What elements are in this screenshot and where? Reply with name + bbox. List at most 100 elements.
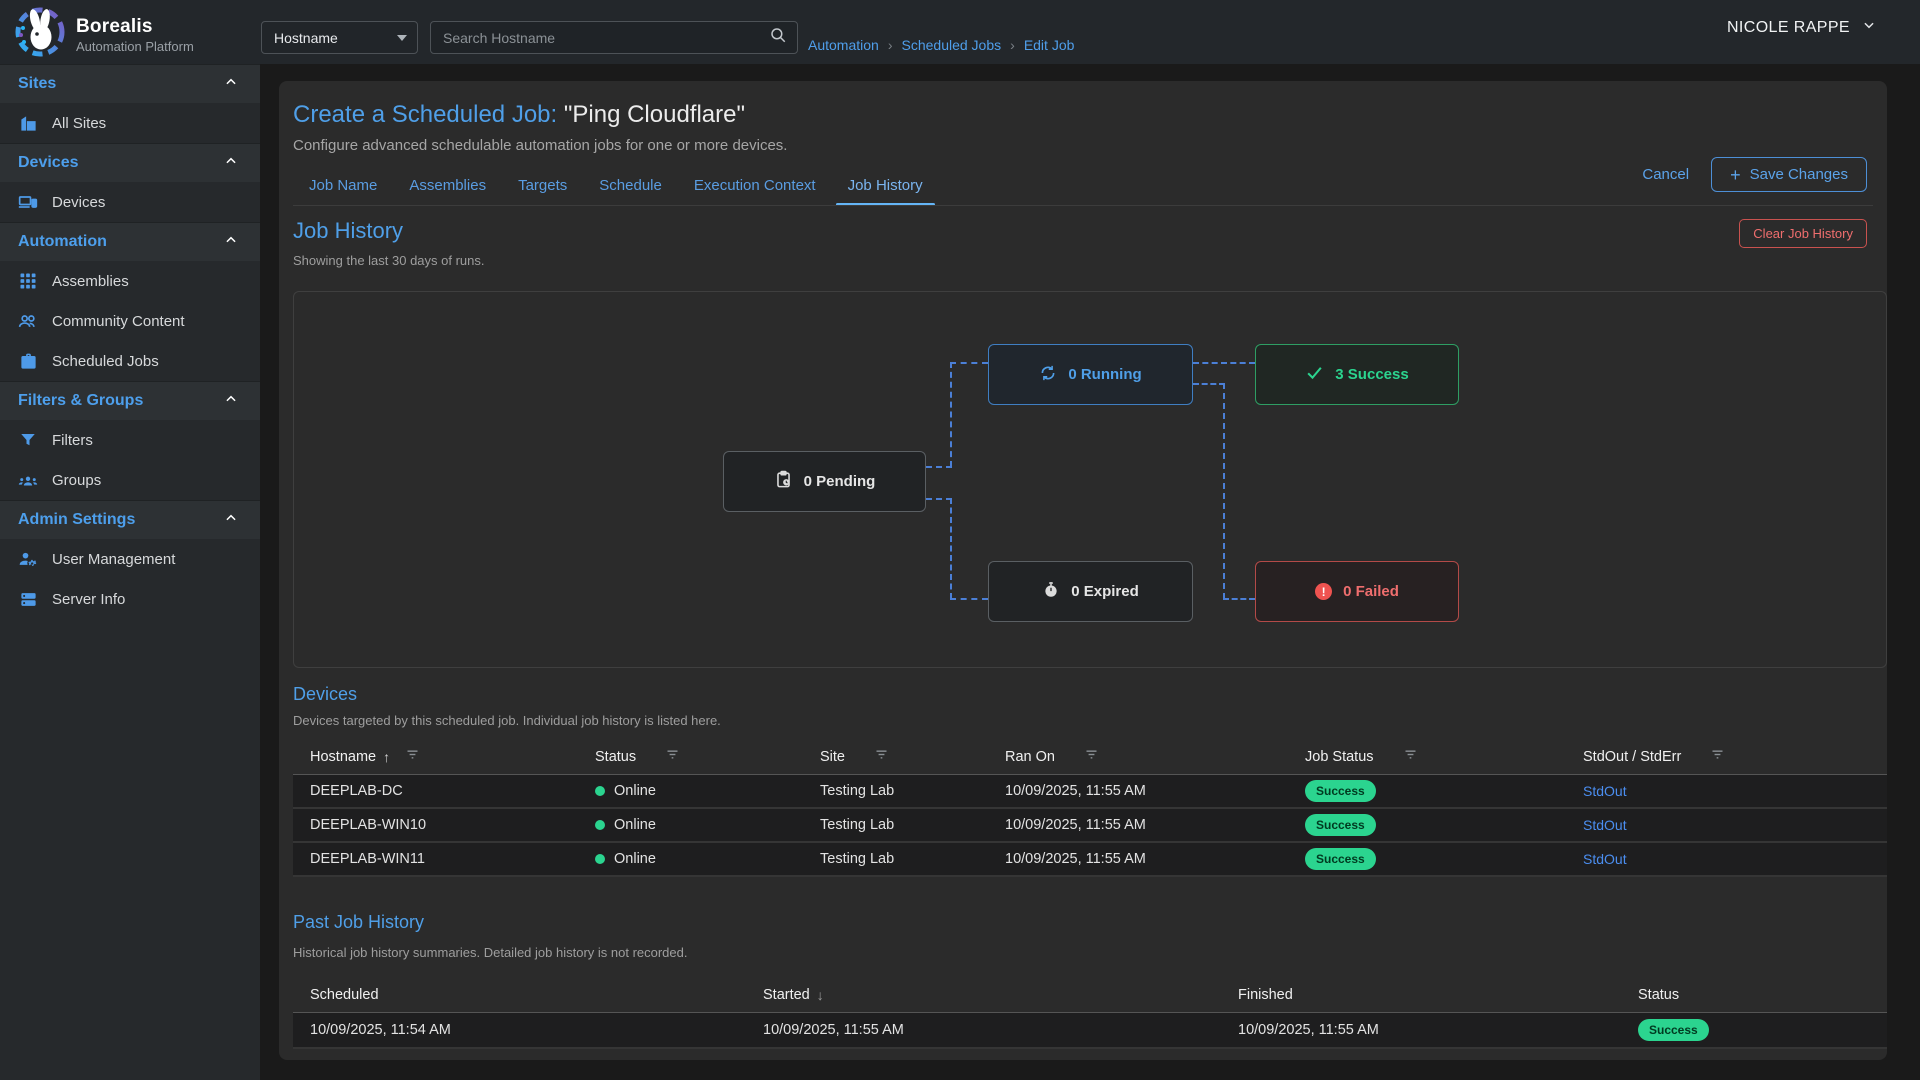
online-dot-icon: [595, 786, 605, 796]
column-header-finished[interactable]: Finished: [1238, 986, 1293, 1003]
form-actions: Cancel + Save Changes: [1642, 157, 1867, 192]
search-box: [430, 21, 798, 54]
sidebar-section-admin-settings[interactable]: Admin Settings: [0, 500, 260, 539]
cell-ran-on: 10/09/2025, 11:55 AM: [1005, 783, 1146, 799]
tab-schedule[interactable]: Schedule: [599, 176, 662, 194]
sidebar-section-sites[interactable]: Sites: [0, 64, 260, 103]
user-menu[interactable]: NICOLE RAPPE: [1727, 18, 1876, 37]
sidebar-item-groups[interactable]: Groups: [0, 460, 260, 500]
sidebar-section-label: Filters & Groups: [18, 392, 144, 409]
column-header-stdout-stderr[interactable]: StdOut / StdErr: [1583, 747, 1887, 766]
flow-label-pending: 0 Pending: [803, 473, 876, 490]
filter-icon[interactable]: [1403, 747, 1418, 766]
breadcrumb-automation[interactable]: Automation: [808, 37, 879, 53]
device-row: DEEPLAB-WIN11 Online Testing Lab 10/09/2…: [293, 843, 1887, 877]
pending-clipboard-icon: [774, 470, 793, 493]
flow-label-failed: 0 Failed: [1343, 583, 1399, 600]
sidebar-section-devices[interactable]: Devices: [0, 143, 260, 182]
column-header-started[interactable]: Started ↓: [763, 986, 824, 1003]
sidebar-item-assemblies[interactable]: Assemblies: [0, 261, 260, 301]
stopwatch-icon: [1042, 581, 1060, 603]
sidebar-item-all-sites[interactable]: All Sites: [0, 103, 260, 143]
status-badge: Success: [1305, 848, 1376, 870]
filter-icon[interactable]: [1084, 747, 1099, 766]
sync-icon: [1039, 364, 1057, 386]
column-header-status[interactable]: Status: [595, 747, 820, 766]
chevron-up-icon: [224, 511, 238, 530]
page-title: Create a Scheduled Job: "Ping Cloudflare…: [293, 101, 745, 129]
connector-line: [926, 498, 952, 500]
user-name: NICOLE RAPPE: [1726, 18, 1850, 36]
stdout-link[interactable]: StdOut: [1583, 850, 1627, 867]
tab-job-name[interactable]: Job Name: [309, 176, 378, 194]
filter-icon[interactable]: [665, 747, 680, 766]
top-bar: Borealis Automation Platform Hostname Au…: [0, 0, 1920, 64]
sidebar: Sites All Sites Devices Devices Automati…: [0, 64, 260, 1080]
devices-heading: Devices: [293, 684, 358, 704]
main-panel: Create a Scheduled Job: "Ping Cloudflare…: [279, 81, 1887, 1060]
sort-desc-icon: ↓: [816, 986, 824, 1003]
past-job-row: 10/09/2025, 11:54 AM 10/09/2025, 11:55 A…: [293, 1013, 1887, 1049]
sidebar-item-devices[interactable]: Devices: [0, 182, 260, 222]
cell-ran-on: 10/09/2025, 11:55 AM: [1005, 817, 1146, 833]
devices-icon: [18, 192, 38, 212]
filter-icon[interactable]: [405, 747, 420, 766]
filter-icon[interactable]: [1710, 747, 1725, 766]
cell-site: Testing Lab: [820, 783, 895, 799]
page-title-prefix: Create a Scheduled Job:: [293, 101, 558, 128]
sidebar-item-user-management[interactable]: User Management: [0, 539, 260, 579]
connector-line: [926, 466, 952, 468]
tab-targets[interactable]: Targets: [518, 176, 568, 194]
job-history-subtitle: Showing the last 30 days of runs.: [293, 253, 485, 268]
connector-line: [1193, 362, 1255, 364]
sidebar-item-server-info[interactable]: Server Info: [0, 579, 260, 619]
filter-icon[interactable]: [874, 747, 889, 766]
chevron-up-icon: [224, 233, 238, 252]
sidebar-item-filters[interactable]: Filters: [0, 420, 260, 460]
cell-started: 10/09/2025, 11:55 AM: [763, 1022, 904, 1038]
sidebar-section-label: Admin Settings: [18, 511, 136, 528]
stdout-link[interactable]: StdOut: [1583, 816, 1627, 833]
tab-execution-context[interactable]: Execution Context: [693, 176, 816, 194]
past-job-history-table: Scheduled Started ↓ Finished Status 10/0…: [293, 977, 1887, 1049]
connector-line: [1193, 383, 1225, 385]
breadcrumb-edit-job[interactable]: Edit Job: [1023, 37, 1075, 53]
search-input[interactable]: [443, 29, 769, 46]
briefcase-icon: [18, 351, 38, 371]
column-header-hostname[interactable]: Hostname ↑: [293, 747, 595, 766]
sidebar-item-community-content[interactable]: Community Content: [0, 301, 260, 341]
tab-assemblies[interactable]: Assemblies: [409, 176, 487, 194]
chevron-down-icon: [1862, 18, 1876, 37]
cell-finished: 10/09/2025, 11:55 AM: [1238, 1022, 1379, 1038]
status-badge: Success: [1305, 780, 1376, 802]
devices-table: Hostname ↑ Status Site Ran On Job: [293, 739, 1887, 877]
brand-subtitle: Automation Platform: [76, 38, 194, 54]
cell-job-status: Success: [1305, 814, 1583, 836]
hostname-select[interactable]: Hostname: [261, 21, 418, 54]
save-changes-label: Save Changes: [1749, 166, 1848, 183]
sidebar-item-label: Groups: [52, 471, 102, 489]
cell-status: Online: [595, 783, 820, 799]
stdout-link[interactable]: StdOut: [1583, 782, 1627, 799]
sidebar-section-automation[interactable]: Automation: [0, 222, 260, 261]
hostname-select-value: Hostname: [274, 29, 338, 46]
breadcrumb: Automation › Scheduled Jobs › Edit Job: [808, 37, 1074, 53]
cancel-button[interactable]: Cancel: [1642, 166, 1690, 183]
column-header-status[interactable]: Status: [1638, 986, 1680, 1003]
sidebar-item-scheduled-jobs[interactable]: Scheduled Jobs: [0, 341, 260, 381]
column-header-ran-on[interactable]: Ran On: [1005, 747, 1305, 766]
cell-job-status: Success: [1305, 848, 1583, 870]
breadcrumb-scheduled-jobs[interactable]: Scheduled Jobs: [901, 37, 1002, 53]
sidebar-item-label: Scheduled Jobs: [52, 352, 159, 370]
save-changes-button[interactable]: + Save Changes: [1711, 157, 1867, 192]
tab-job-history[interactable]: Job History: [832, 167, 939, 206]
column-header-scheduled[interactable]: Scheduled: [310, 986, 379, 1003]
online-dot-icon: [595, 820, 605, 830]
column-header-job-status[interactable]: Job Status: [1305, 747, 1583, 766]
column-header-site[interactable]: Site: [820, 747, 1005, 766]
sidebar-item-label: Filters: [52, 431, 93, 449]
clear-job-history-button[interactable]: Clear Job History: [1739, 219, 1867, 248]
past-job-history-heading: Past Job History: [293, 912, 425, 932]
sidebar-section-filters-groups[interactable]: Filters & Groups: [0, 381, 260, 420]
funnel-icon: [18, 430, 38, 450]
